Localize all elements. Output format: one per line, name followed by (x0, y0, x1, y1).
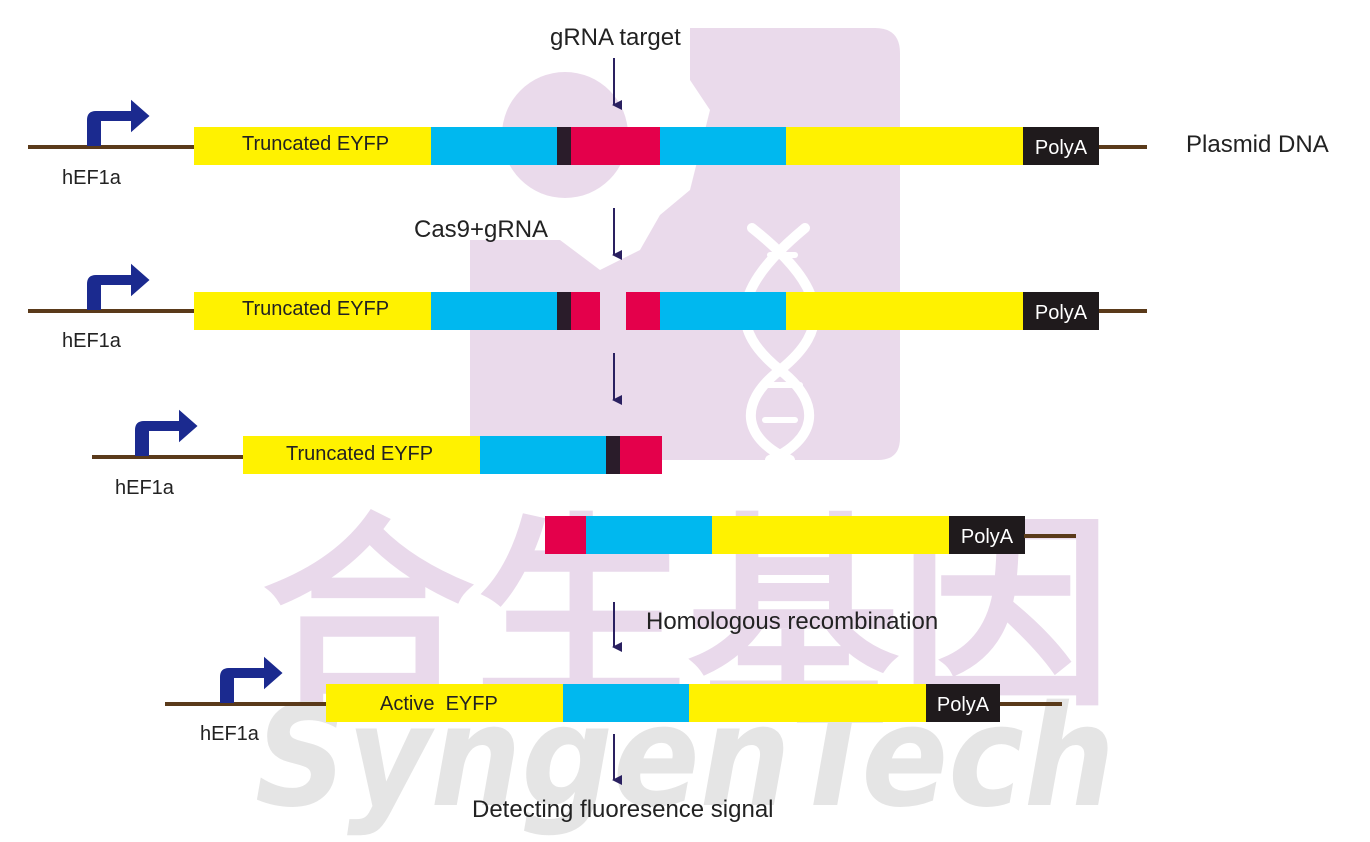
row2-target-left-half (571, 292, 600, 330)
row2-homology-left (431, 292, 558, 330)
grna-target-label: gRNA target (550, 24, 681, 51)
row2-gene-label: Truncated EYFP (242, 298, 390, 320)
row4-target-half (545, 516, 587, 554)
plasmid-dna-label: Plasmid DNA (1186, 131, 1329, 158)
row3-backbone-left (92, 455, 247, 459)
row2-target-right-half (626, 292, 661, 330)
row1-promoter-label: hEF1a (62, 167, 121, 189)
row5-promoter-label: hEF1a (200, 723, 259, 745)
row1-gene-label: Truncated EYFP (242, 133, 390, 155)
row4-homology (586, 516, 713, 554)
row5-promoter-arrow-icon (220, 656, 283, 703)
row2-eyfp-rest (786, 292, 1024, 330)
row1-promoter-arrow-icon (87, 99, 150, 146)
detecting-signal-label: Detecting fluoresence signal (472, 796, 774, 823)
row1-polya-label: PolyA (1034, 137, 1088, 159)
row5-eyfp-rest (689, 684, 927, 722)
row3-gene-label: Truncated EYFP (286, 443, 434, 465)
row3-truncated-eyfp (243, 436, 481, 474)
row2-promoter-arrow-icon (87, 263, 150, 310)
row2-polya-label: PolyA (1034, 302, 1088, 324)
row3-homology (480, 436, 607, 474)
row1-truncated-eyfp (194, 127, 432, 165)
row1-backbone-right (1095, 145, 1147, 149)
row4-polya-block (949, 516, 1025, 554)
row1-homology-left (431, 127, 558, 165)
row3-target-half (620, 436, 662, 474)
row2-backbone-right (1095, 309, 1147, 313)
row2-pam (557, 292, 572, 330)
cas9-grna-label: Cas9+gRNA (414, 216, 549, 243)
row5-gene-label: Active EYFP (380, 693, 498, 715)
row5-backbone-left (165, 702, 330, 706)
row2-backbone-left (28, 309, 198, 313)
row2-polya-block (1023, 292, 1099, 330)
row1-pam (557, 127, 572, 165)
row3-pam (606, 436, 621, 474)
row4-polya-label: PolyA (960, 526, 1014, 548)
row3-promoter-label: hEF1a (115, 477, 174, 499)
row4-backbone-right (1024, 534, 1076, 538)
row1-backbone-left (28, 145, 198, 149)
row1-grna-target-site (571, 127, 661, 165)
watermark-dna-helix (740, 223, 820, 465)
row2-homology-right (660, 292, 787, 330)
row5-polya-block (926, 684, 1000, 722)
row1-homology-right (660, 127, 787, 165)
homologous-recombination-label: Homologous recombination (646, 608, 939, 635)
row2-truncated-eyfp (194, 292, 432, 330)
row4-eyfp-rest (712, 516, 950, 554)
row3-promoter-arrow-icon (135, 409, 198, 456)
row5-backbone-right (998, 702, 1062, 706)
row5-active-eyfp (326, 684, 564, 722)
row5-homology (563, 684, 690, 722)
row1-polya-block (1023, 127, 1099, 165)
row1-eyfp-rest (786, 127, 1024, 165)
row2-promoter-label: hEF1a (62, 330, 121, 352)
row5-polya-label: PolyA (936, 694, 990, 716)
